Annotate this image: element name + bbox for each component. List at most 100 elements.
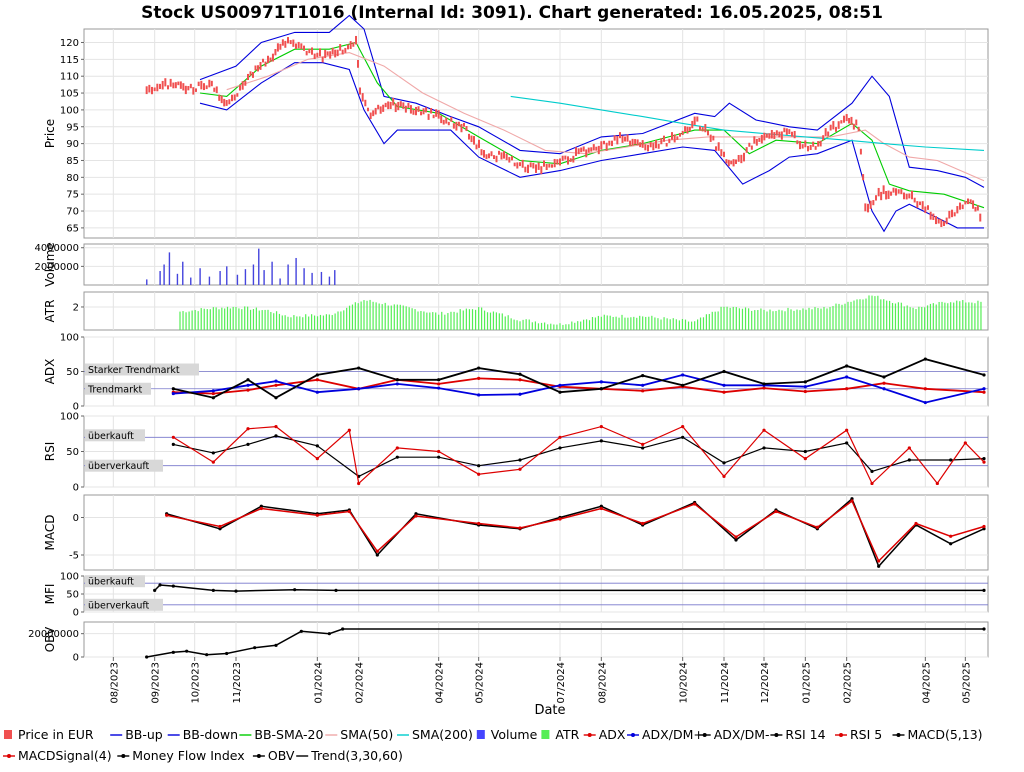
atr-bar <box>363 300 365 330</box>
price-candle <box>937 218 940 224</box>
price-candle <box>148 84 151 93</box>
series-rsi-5-point <box>907 446 911 450</box>
series-adx-point <box>246 388 250 392</box>
atr-bar <box>432 312 434 330</box>
price-candle <box>657 143 660 149</box>
series-rsi-5-point <box>963 441 967 445</box>
price-candle <box>676 136 679 140</box>
series-rsi-14-point <box>845 441 849 445</box>
price-candle <box>300 43 303 50</box>
atr-bar <box>417 311 419 330</box>
volume-bar <box>258 248 260 285</box>
atr-bar <box>678 320 680 330</box>
atr-bar <box>553 324 555 330</box>
price-candle <box>361 93 364 102</box>
price-candle <box>686 126 689 134</box>
price-candle <box>490 151 493 157</box>
atr-bar <box>311 314 313 330</box>
price-candle <box>780 131 783 140</box>
series-adx-dm--point <box>845 375 849 379</box>
series-macdsignal-4--point <box>414 514 418 518</box>
price-candle <box>699 126 701 131</box>
price-candle <box>748 142 751 147</box>
legend-item: Money Flow Index <box>117 748 245 763</box>
atr-bar <box>544 322 546 330</box>
atr-bar <box>618 317 620 330</box>
price-candle <box>305 50 308 56</box>
series-macdsignal-4--point <box>949 534 953 538</box>
atr-bar <box>348 305 351 330</box>
panel-frame <box>83 28 989 239</box>
series-adx-dm--point <box>395 382 399 386</box>
atr-bar <box>423 311 425 330</box>
atr-bar <box>411 308 413 330</box>
volume-bar <box>176 273 179 285</box>
y-tick-label: 100 <box>60 572 79 583</box>
price-candle <box>877 187 880 197</box>
atr-bar <box>799 310 801 330</box>
price-candle <box>636 139 639 146</box>
atr-bar <box>621 314 623 330</box>
atr-bar <box>249 309 252 330</box>
series-adx-point <box>315 378 319 382</box>
price-candle <box>225 100 228 106</box>
atr-bar <box>366 300 368 330</box>
series-rsi-14-point <box>477 464 481 468</box>
series-obv-point <box>171 650 175 654</box>
price-candle <box>532 162 535 169</box>
atr-bar <box>669 319 671 330</box>
price-candle <box>321 56 324 63</box>
price-candle <box>498 150 500 155</box>
atr-bar <box>648 316 650 330</box>
price-candle <box>704 124 707 133</box>
price-candle <box>817 141 820 147</box>
price-candle <box>369 112 372 120</box>
atr-bar <box>603 314 605 330</box>
legend-label: BB-SMA-20 <box>254 727 323 742</box>
series-adx-point <box>762 386 766 390</box>
price-candle <box>339 44 342 51</box>
legend-label: SMA(200) <box>412 727 473 742</box>
series-adx-dm- <box>171 357 986 400</box>
price-candle <box>652 143 655 151</box>
panel-adx: 0 50 100 ADX Starker Trendmarkt Trendmarkt <box>43 333 989 413</box>
atr-bar <box>787 307 789 330</box>
atr-bar <box>723 306 725 330</box>
atr-bar <box>968 302 970 330</box>
series-money-flow-index-point <box>158 583 162 587</box>
price-candle <box>812 141 815 147</box>
price-candle <box>848 117 851 124</box>
atr-bars <box>179 295 982 330</box>
atr-bar <box>218 309 220 330</box>
price-candle <box>174 82 177 89</box>
atr-bar <box>675 319 677 330</box>
legend-label: OBV <box>268 748 295 763</box>
atr-bar <box>185 312 187 330</box>
atr-bar <box>956 300 958 330</box>
atr-bar <box>438 314 440 330</box>
price-candle <box>205 85 208 90</box>
legend-swatch-dot <box>839 733 843 737</box>
price-candle <box>422 108 425 115</box>
atr-bar <box>525 319 527 330</box>
price-candle <box>903 192 905 200</box>
price-candle <box>673 134 676 143</box>
atr-bar <box>221 307 223 330</box>
price-candle <box>271 53 274 62</box>
atr-bar <box>711 311 713 330</box>
atr-bar <box>694 321 696 330</box>
atr-bar <box>935 304 937 330</box>
series-rsi-5-point <box>171 435 175 439</box>
price-candle <box>215 86 218 94</box>
price-candle <box>760 134 763 144</box>
atr-bar <box>308 316 310 330</box>
atr-bar <box>420 311 422 330</box>
volume-bar <box>287 264 289 285</box>
price-candle <box>951 209 953 218</box>
series-adx-dm--point <box>599 387 603 391</box>
atr-bar <box>781 310 783 330</box>
atr-bar <box>426 312 428 330</box>
series-adx-point <box>437 382 441 386</box>
atr-bar <box>194 309 196 330</box>
price-candle <box>743 152 745 162</box>
